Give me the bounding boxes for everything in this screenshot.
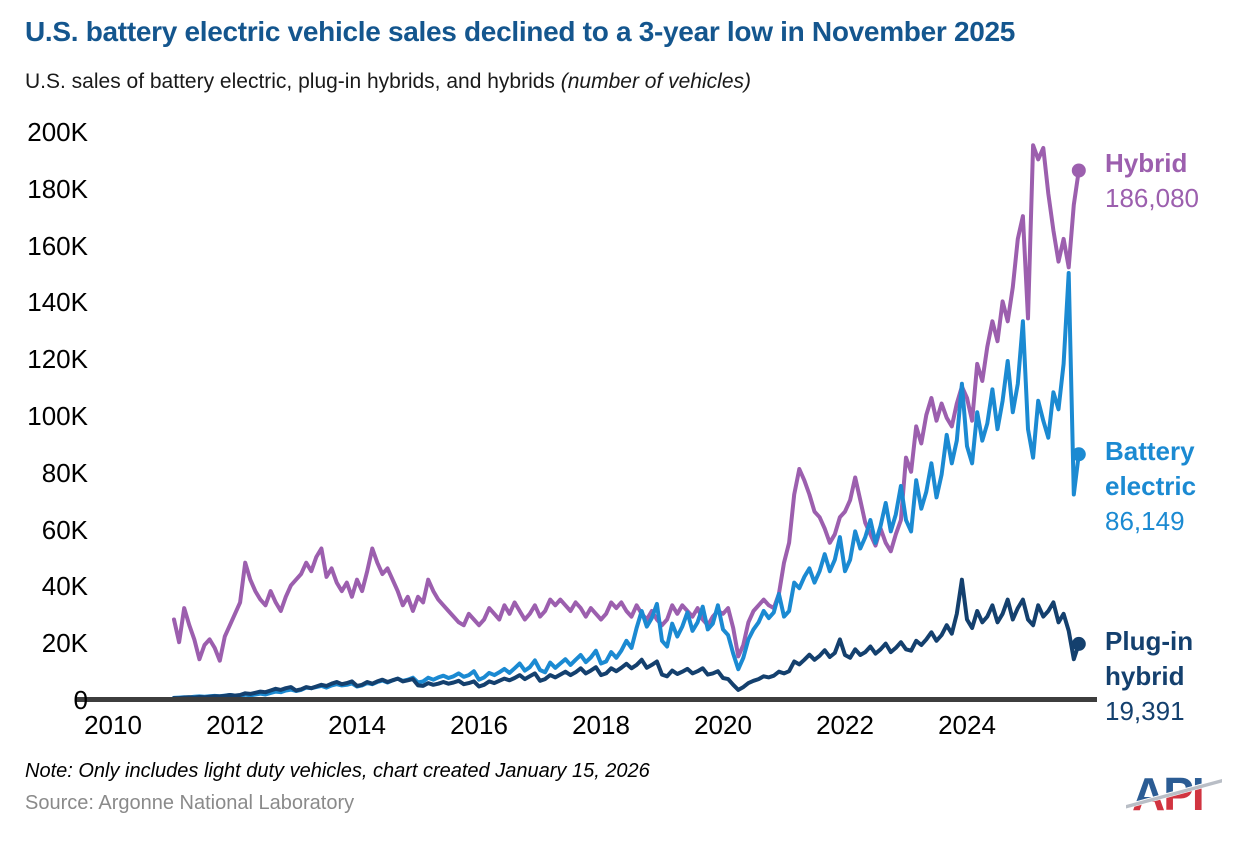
y-axis-tick-label: 60K [41, 514, 88, 545]
battery-electric-series-label-line1: Battery [1105, 436, 1195, 466]
y-axis-tick-label: 0 [73, 685, 88, 715]
hybrid-series-label: Hybrid [1105, 148, 1188, 178]
y-axis-tick-label: 20K [41, 628, 88, 659]
battery-electric-end-value: 86,149 [1105, 506, 1185, 536]
hybrid-end-value: 186,080 [1105, 183, 1199, 213]
x-axis-tick-label: 2012 [206, 710, 264, 740]
chart-note: Note: Only includes light duty vehicles,… [25, 760, 650, 782]
hybrid-line [172, 143, 1081, 663]
y-axis-tick-label: 120K [27, 344, 88, 375]
plugin-hybrid-annotation: Plug-in hybrid 19,391 [1105, 628, 1237, 733]
api-logo-stripe [1126, 779, 1222, 809]
api-logo: API API [1126, 768, 1222, 820]
x-axis-tick-label: 2010 [84, 710, 142, 740]
x-axis-tick-label: 2016 [450, 710, 508, 740]
y-axis-tick-label: 100K [27, 401, 88, 431]
subtitle-text: U.S. sales of battery electric, plug-in … [25, 70, 561, 93]
battery-electric-series-label-line2: electric [1105, 471, 1197, 501]
y-axis-tick-label: 80K [41, 457, 88, 488]
battery-electric-annotation: Battery electric 86,149 [1105, 438, 1237, 543]
x-axis-tick-label: 2022 [816, 710, 874, 740]
plugin-hybrid-end-marker [1071, 636, 1086, 651]
y-axis-tick-label: 200K [27, 117, 88, 147]
x-axis-tick-label: 2020 [694, 710, 752, 740]
page-subtitle: U.S. sales of battery electric, plug-in … [25, 70, 1025, 94]
y-axis-tick-label: 140K [27, 287, 88, 318]
battery-electric-line [172, 271, 1081, 700]
x-axis-tick-label: 2018 [572, 710, 630, 740]
plugin-hybrid-end-value: 19,391 [1105, 696, 1185, 726]
y-axis-tick-label: 160K [27, 230, 88, 261]
battery-electric-end-marker [1071, 447, 1086, 462]
plugin-hybrid-series-label-line2: hybrid [1105, 661, 1185, 691]
hybrid-end-marker [1071, 163, 1086, 178]
x-axis-tick-label: 2014 [328, 710, 386, 740]
hybrid-annotation: Hybrid 186,080 [1105, 150, 1237, 220]
subtitle-units: (number of vehicles) [560, 70, 751, 93]
y-axis-tick-label: 180K [27, 173, 88, 204]
x-axis-tick-label: 2024 [938, 710, 996, 740]
plugin-hybrid-line [172, 577, 1081, 701]
chart-source: Source: Argonne National Laboratory [25, 792, 355, 814]
plugin-hybrid-series-label-line1: Plug-in [1105, 626, 1194, 656]
y-axis-tick-label: 40K [41, 571, 88, 602]
page-title: U.S. battery electric vehicle sales decl… [25, 16, 1016, 47]
